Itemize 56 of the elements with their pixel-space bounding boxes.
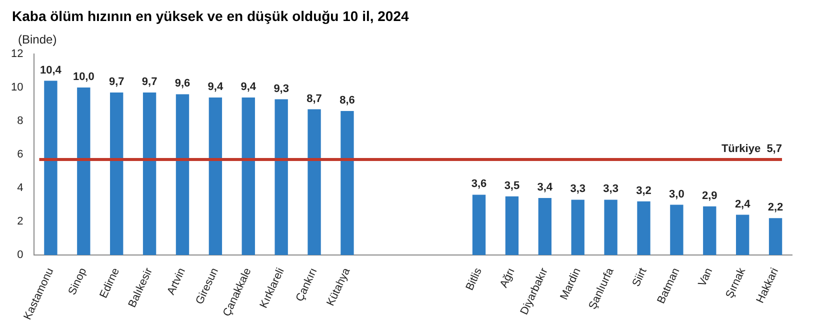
bar: [538, 198, 552, 255]
data-label: 10,0: [72, 71, 94, 84]
x-tick-label: Siirt: [630, 266, 650, 289]
y-tick-label: 0: [17, 249, 24, 262]
data-label: 9,4: [240, 81, 257, 94]
data-label: 9,6: [174, 78, 190, 90]
bar: [176, 94, 190, 255]
data-label: 8,7: [306, 92, 322, 105]
bar: [274, 99, 288, 255]
bar: [142, 92, 156, 255]
bar: [308, 109, 321, 255]
data-label: 2,9: [702, 190, 718, 202]
data-label: 9,4: [208, 81, 224, 94]
data-label: 3,5: [504, 180, 520, 192]
bar: [604, 200, 618, 255]
data-label: 8,6: [340, 94, 355, 106]
y-axis-title: (Binde): [18, 32, 57, 46]
bar: [77, 88, 90, 255]
bar: [340, 110, 354, 255]
bar: [637, 201, 650, 255]
x-tick-label: Van: [696, 266, 716, 288]
bar: [505, 196, 519, 255]
data-label: 3,2: [636, 184, 652, 197]
x-tick-label: Artvin: [165, 266, 188, 297]
data-label: 2,4: [734, 198, 752, 210]
x-tick-label: Sinop: [66, 266, 90, 297]
data-label: 3,3: [603, 183, 618, 196]
y-tick-label: 12: [10, 48, 24, 60]
bar: [571, 200, 584, 255]
data-label: 10,4: [40, 64, 62, 76]
y-tick-label: 10: [10, 82, 24, 94]
x-tick-label: Ağrı: [498, 266, 518, 290]
y-tick-label: 8: [17, 115, 24, 128]
bar: [472, 194, 486, 255]
bar: [242, 98, 255, 255]
y-tick-label: 6: [17, 148, 24, 161]
x-tick-label: Bitlis: [464, 266, 485, 292]
data-label: 3,0: [669, 188, 684, 200]
data-label: 3,6: [471, 178, 487, 190]
data-label: 9,7: [108, 76, 124, 88]
bar: [670, 204, 684, 255]
data-label: 3,4: [537, 182, 554, 194]
bar: [44, 80, 58, 255]
ref-line-label: Türkiye 5,7: [721, 143, 782, 156]
bar: [703, 206, 716, 255]
bar: [736, 214, 750, 255]
data-label: 2,2: [768, 202, 784, 214]
data-label: 3,3: [570, 183, 586, 196]
y-tick-label: 2: [17, 216, 24, 228]
bar: [208, 98, 222, 255]
data-label: 9,7: [142, 76, 158, 88]
bar: [110, 92, 124, 255]
chart-title: Kaba ölüm hızının en yüksek ve en düşük olduğu 10 il, 2024: [12, 8, 410, 24]
data-label: 9,3: [274, 82, 289, 95]
y-tick-label: 4: [17, 182, 24, 194]
bar: [768, 218, 782, 255]
